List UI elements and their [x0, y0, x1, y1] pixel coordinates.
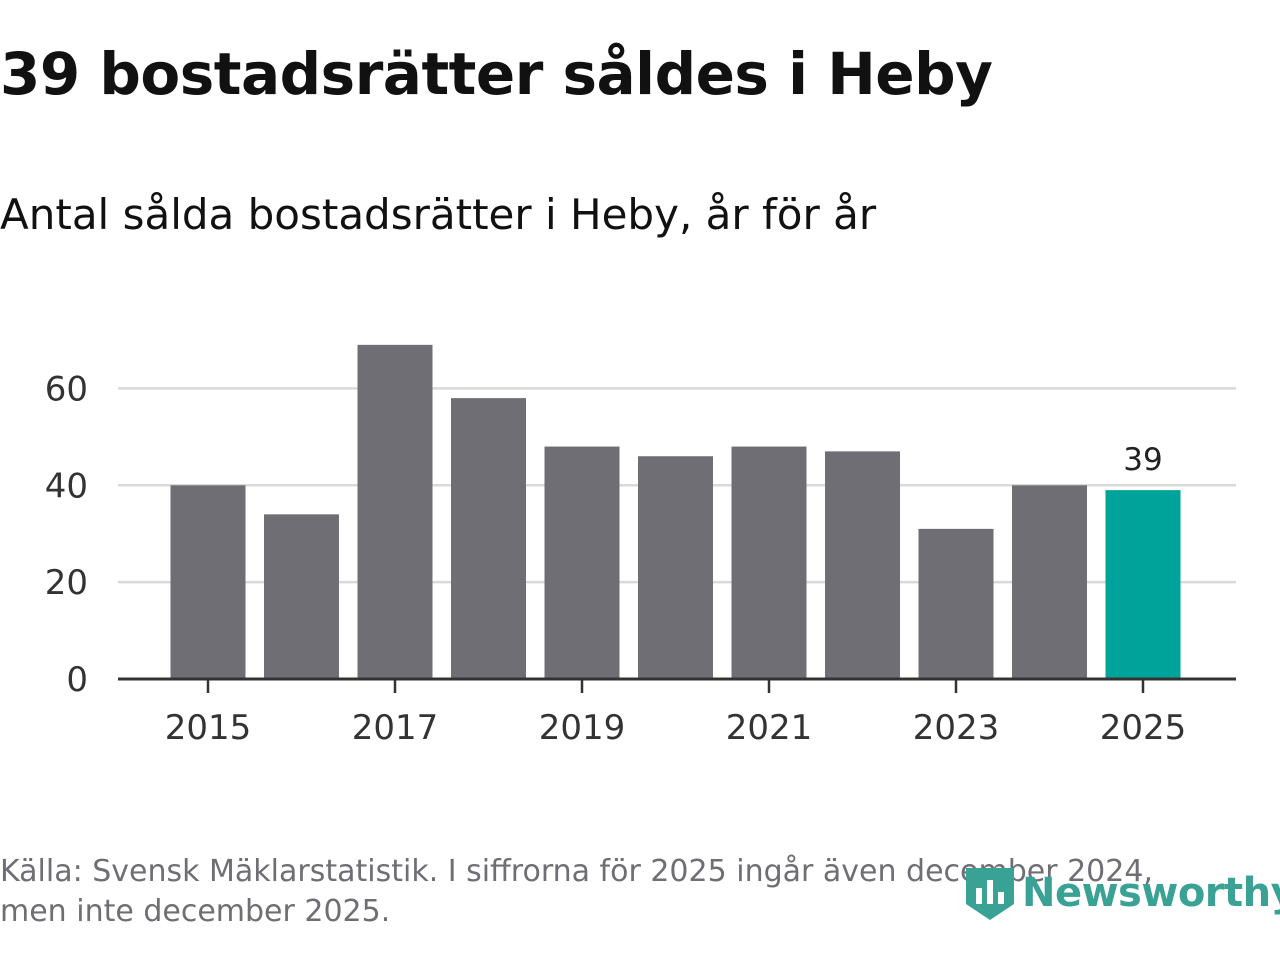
- newsworthy-logo: Newsworthy: [962, 862, 1280, 924]
- x-tick-label-2019: 2019: [539, 708, 626, 748]
- x-tick-label-2023: 2023: [913, 708, 1000, 748]
- source-line-1: Källa: Svensk Mäklarstatistik. I siffror…: [0, 854, 1153, 889]
- source-note: Källa: Svensk Mäklarstatistik. I siffror…: [0, 852, 1200, 932]
- x-tick-label-2017: 2017: [352, 708, 439, 748]
- y-tick-label: 0: [66, 660, 88, 700]
- bar-2024: [1012, 485, 1087, 679]
- bar-2022: [825, 451, 900, 679]
- bar-2023: [918, 528, 994, 679]
- page-title: 39 bostadsrätter såldes i Heby: [0, 40, 993, 108]
- bar-chart: 0 20 40 60 39 2015 2017 2019 2021 2023 2025: [45, 344, 1236, 748]
- bar-2016: [264, 514, 339, 679]
- x-tick-label-2021: 2021: [726, 708, 813, 748]
- x-tick-label-2025: 2025: [1100, 708, 1187, 748]
- y-tick-label: 20: [45, 563, 88, 603]
- bar-2015: [170, 485, 246, 679]
- data-label-2025: 39: [1123, 442, 1162, 478]
- chart-subtitle: Antal sålda bostadsrätter i Heby, år för…: [0, 190, 877, 239]
- newsworthy-logo-icon: [966, 868, 1014, 920]
- bar-2025: [1105, 490, 1181, 679]
- logo-text: Newsworthy: [1022, 870, 1280, 916]
- bar-2017: [357, 344, 433, 679]
- bar-2018: [451, 398, 526, 679]
- x-tick-label-2015: 2015: [165, 708, 252, 748]
- bar-2020: [638, 456, 713, 679]
- bar-2021: [731, 446, 807, 679]
- y-tick-label: 60: [45, 369, 88, 409]
- y-tick-label: 40: [45, 466, 88, 506]
- source-line-2: men inte december 2025.: [0, 894, 391, 929]
- bar-2019: [544, 446, 620, 679]
